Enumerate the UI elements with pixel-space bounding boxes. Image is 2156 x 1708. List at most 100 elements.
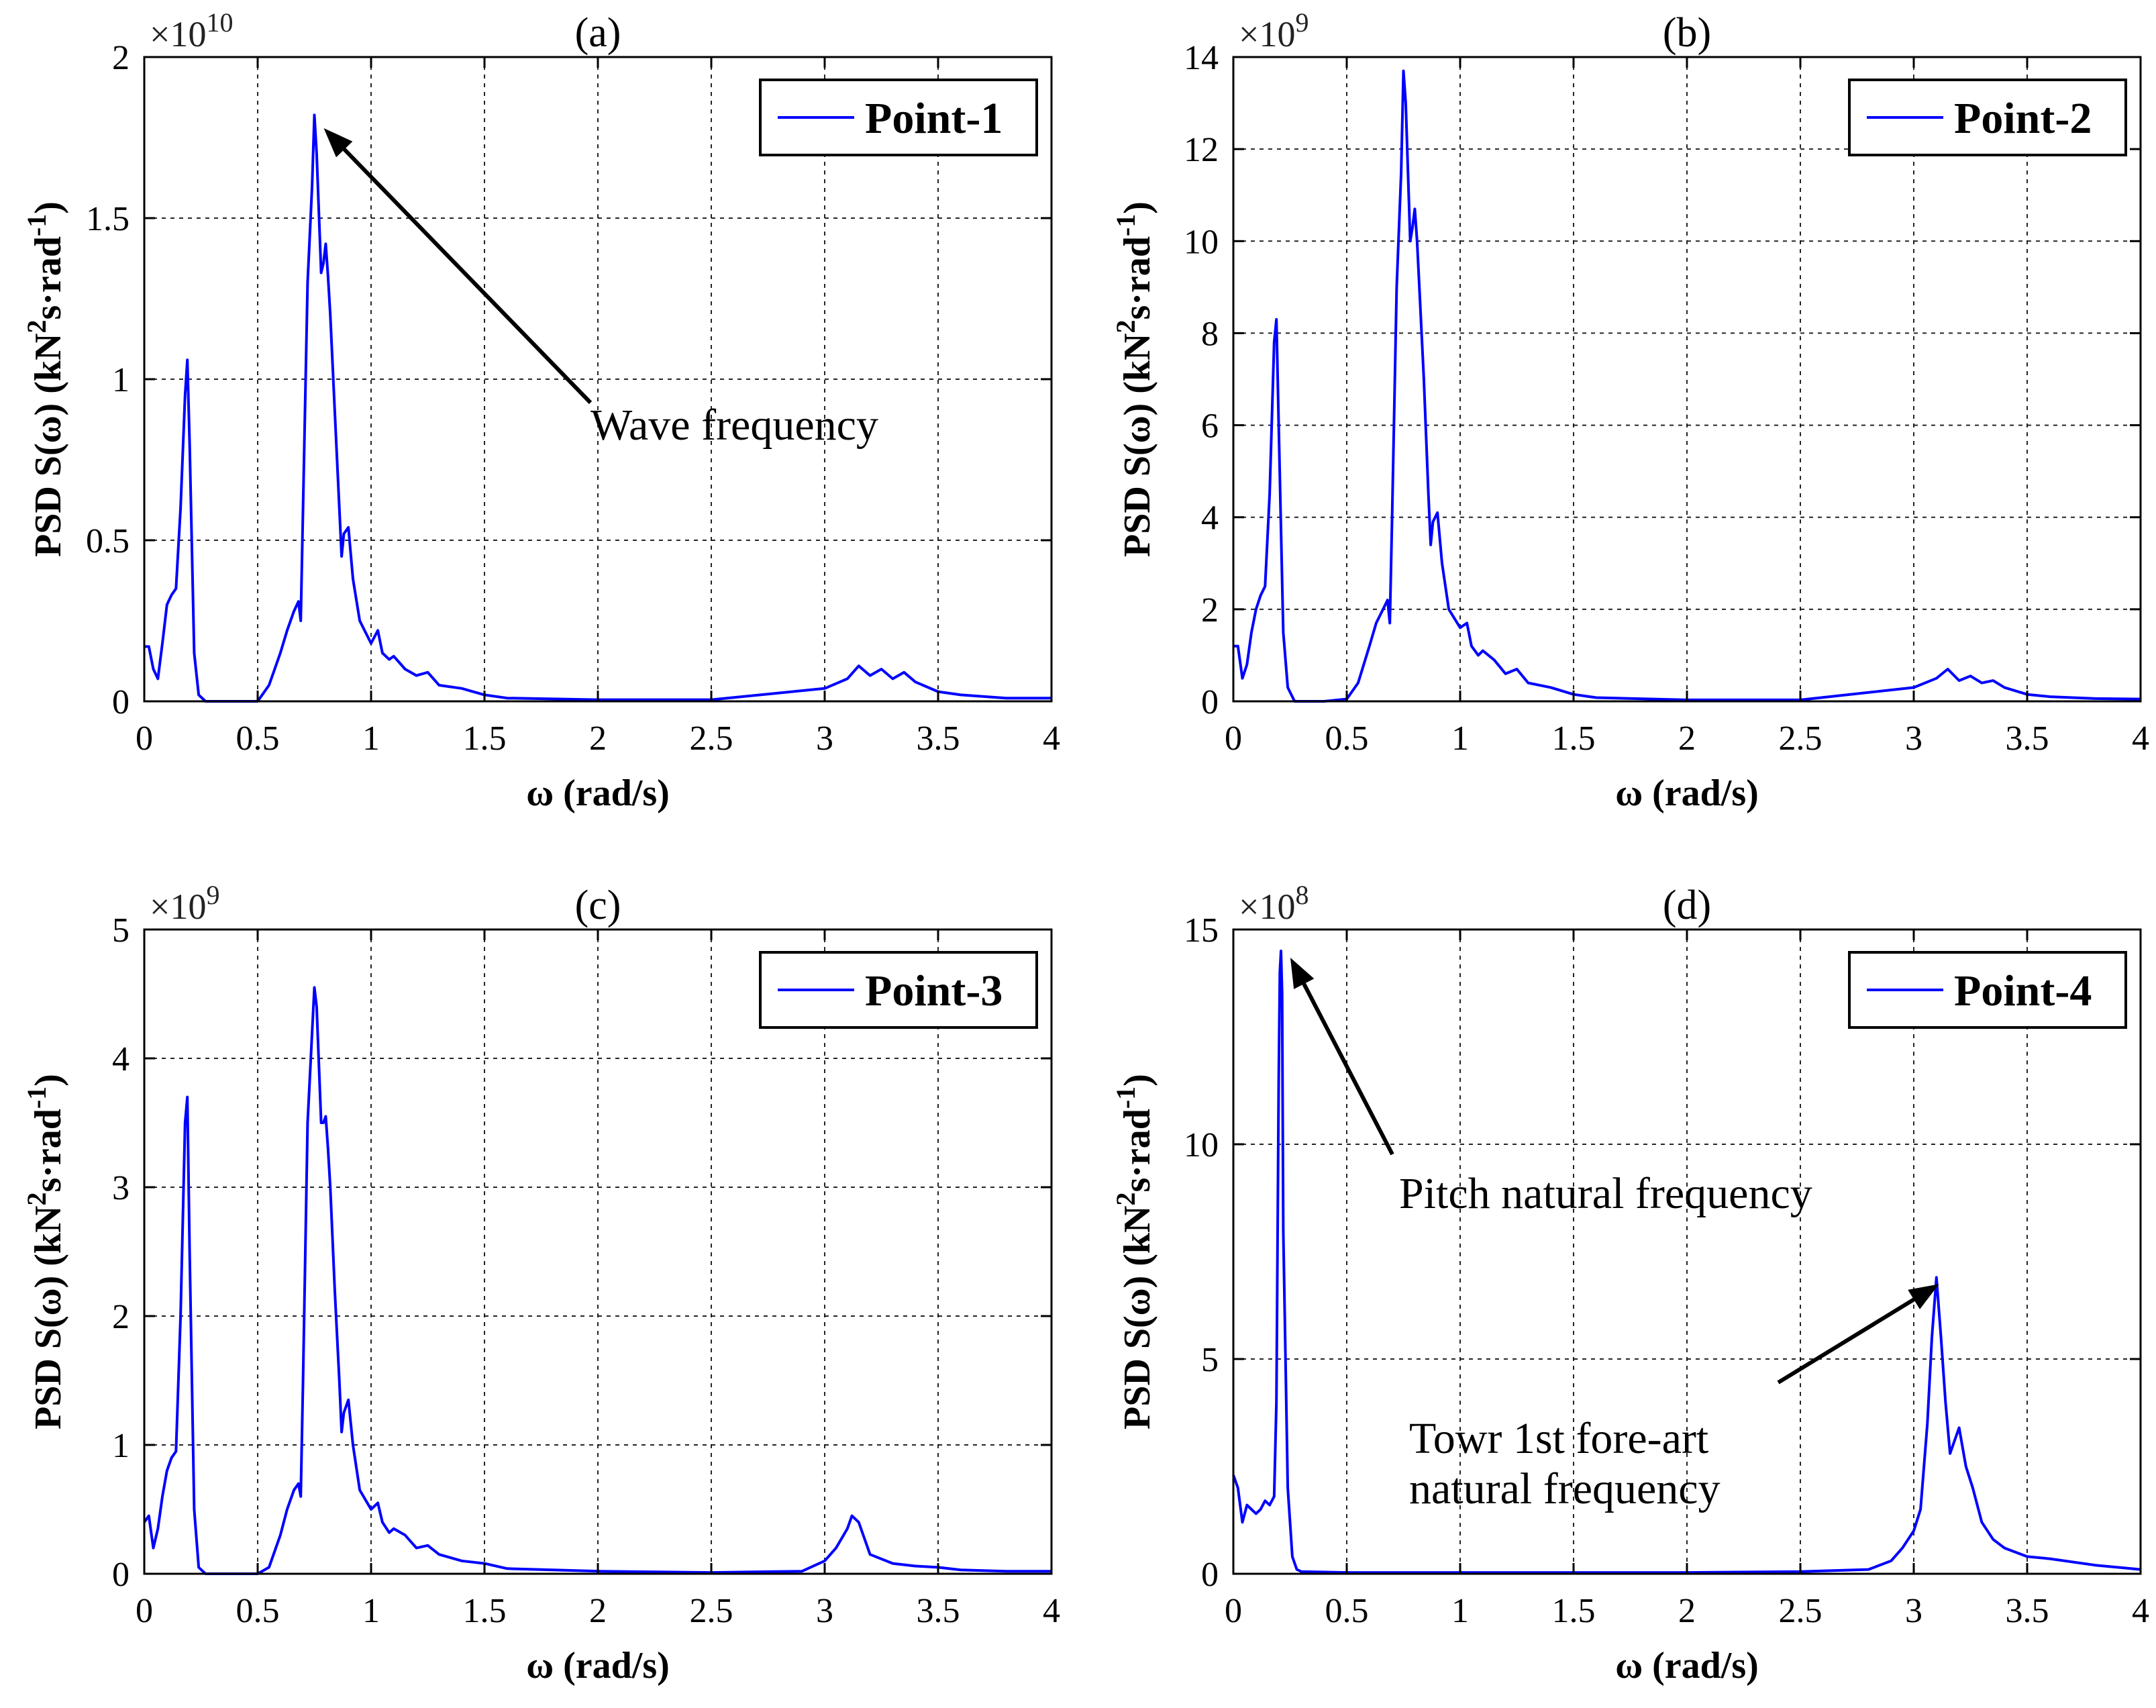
y-axis-label-main: PSD S(ω) (kN (1117, 334, 1158, 557)
y-tick-label: 0 (1201, 1556, 1219, 1594)
x-axis-label: ω (rad/s) (1615, 772, 1759, 814)
annotation-text: Pitch natural frequency (1399, 1169, 1812, 1218)
x-tick-label: 2 (1678, 1592, 1696, 1630)
x-tick-label: 1 (1451, 719, 1469, 758)
y-tick-label: 0 (112, 683, 130, 721)
chart-panel-c: 0 0.5 1 1.5 2 2.5 3 3.5 4 0 1 2 3 4 5 ×109 (c) ω (rad/s) P… (21, 880, 1060, 1687)
y-tick-label: 4 (112, 1040, 130, 1078)
x-tick-label: 4 (2132, 1592, 2149, 1630)
exponent-power: 9 (206, 880, 219, 910)
series-line-point-3 (143, 986, 1051, 1575)
x-tick-label: 2.5 (690, 719, 733, 758)
legend-label: Point-1 (865, 94, 1003, 143)
y-tick-label: 5 (112, 911, 130, 950)
y-tick-label: 2 (112, 1298, 130, 1336)
x-tick-label: 4 (1043, 719, 1060, 758)
x-tick-label: 3 (1905, 1592, 1922, 1630)
panel-title: (c) (575, 883, 621, 928)
exponent-base: ×10 (1239, 14, 1295, 54)
panel-title: (b) (1663, 10, 1711, 56)
x-tick-label: 2 (1678, 719, 1696, 758)
x-tick-label: 0.5 (236, 719, 280, 758)
y-axis-label-sup1: 2 (21, 320, 52, 334)
y-tick-label: 5 (1201, 1341, 1219, 1379)
legend: Point-3 (759, 951, 1038, 1029)
y-tick-label: 10 (1184, 223, 1219, 261)
chart-panel-b: 0 0.5 1 1.5 2 2.5 3 3.5 4 0 2 4 6 8 10 12 14 ×109 (b) ω (ra… (1111, 7, 2149, 814)
x-tick-label: 0.5 (1325, 1592, 1369, 1630)
y-tick-label: 0.5 (86, 522, 130, 560)
exponent-base: ×10 (1239, 887, 1295, 927)
legend-label: Point-3 (865, 966, 1003, 1015)
x-axis-label: ω (rad/s) (526, 1645, 670, 1687)
x-tick-label: 3.5 (917, 719, 960, 758)
y-axis-label: PSD S(ω) (kN2s·rad-1) (21, 201, 69, 557)
y-tick-label: 1 (112, 1427, 130, 1465)
y-axis-label-end: ) (28, 1074, 69, 1087)
annotation-text: Towr 1st fore-art (1409, 1414, 1708, 1463)
y-tick-label: 2 (112, 39, 130, 77)
y-tick-label: 0 (112, 1556, 130, 1594)
x-tick-label: 0 (136, 719, 153, 758)
y-axis-label-end: ) (1117, 201, 1158, 214)
x-axis-label: ω (rad/s) (1615, 1645, 1759, 1687)
annotation-arrow-head (1908, 1284, 1939, 1309)
x-tick-label: 1 (362, 1592, 380, 1630)
annotation-text: natural frequency (1409, 1464, 1721, 1513)
x-tick-label: 1.5 (463, 1592, 507, 1630)
y-axis-label-sup1: 2 (21, 1193, 52, 1206)
annotation-arrow-shaft (1777, 1297, 1915, 1385)
x-tick-label: 3 (816, 1592, 833, 1630)
x-tick-label: 2.5 (1779, 719, 1823, 758)
legend: Point-1 (759, 79, 1038, 156)
x-tick-label: 0.5 (1325, 719, 1369, 758)
legend: Point-2 (1848, 79, 2127, 156)
series-line-point-2 (1233, 69, 2141, 703)
y-axis-label-mid: s·rad (1117, 1109, 1158, 1192)
x-tick-label: 0 (136, 1592, 153, 1630)
y-tick-label: 6 (1201, 407, 1219, 446)
annotation: Pitch natural frequency (1290, 958, 1812, 1218)
x-tick-label: 4 (1043, 1592, 1060, 1630)
x-tick-label: 0 (1225, 1592, 1242, 1630)
x-tick-label: 3.5 (2006, 1592, 2049, 1630)
y-exponent-label: ×108 (1239, 880, 1308, 927)
x-tick-label: 1 (362, 719, 380, 758)
x-tick-label: 3.5 (2006, 719, 2049, 758)
y-tick-label: 3 (112, 1169, 130, 1207)
y-exponent-label: ×109 (1239, 7, 1308, 54)
y-axis-label-sup2: -1 (21, 1087, 52, 1109)
x-tick-label: 1.5 (463, 719, 507, 758)
annotation-text: Wave frequency (591, 401, 878, 450)
y-axis-label-sup2: -1 (1111, 1087, 1141, 1109)
x-tick-label: 3 (816, 719, 833, 758)
panel-title: (d) (1663, 883, 1711, 928)
y-tick-label: 12 (1184, 131, 1219, 169)
panels-container: 0 0.5 1 1.5 2 2.5 3 3.5 400.511.52×1010 (a)ω (rad… (21, 7, 2149, 1687)
y-axis-label: PSD S(ω) (kN2s·rad-1) (1111, 1074, 1158, 1429)
annotation-arrow-shaft (1302, 983, 1394, 1156)
annotation-arrow-head (323, 128, 353, 158)
x-tick-label: 2.5 (1779, 1592, 1823, 1630)
exponent-base: ×10 (150, 14, 206, 54)
y-axis-label-end: ) (1117, 1074, 1158, 1087)
y-axis-label-sup2: -1 (1111, 214, 1141, 236)
annotation-arrow-shaft (343, 148, 593, 405)
x-tick-label: 4 (2132, 719, 2149, 758)
chart-panel-d: 0 0.5 1 1.5 2 2.5 3 3.5 4 0 5 10 15 ×108 (d) ω (rad/s) P… (1111, 880, 2149, 1687)
y-axis-label-main: PSD S(ω) (kN (28, 334, 69, 557)
exponent-power: 10 (206, 7, 233, 38)
annotation: Wave frequency (323, 128, 878, 450)
exponent-power: 8 (1295, 880, 1308, 910)
series-line-point-1 (144, 113, 1051, 703)
y-exponent-label: ×109 (150, 880, 219, 927)
y-tick-label: 2 (1201, 591, 1219, 630)
x-tick-label: 2 (589, 1592, 607, 1630)
y-axis-label-sup2: -1 (21, 214, 52, 236)
y-axis-label-mid: s·rad (1117, 236, 1158, 319)
y-axis-label: PSD S(ω) (kN2s·rad-1) (1111, 201, 1158, 557)
y-axis-label-mid: s·rad (28, 1109, 69, 1192)
y-exponent-label: ×1010 (150, 7, 233, 54)
